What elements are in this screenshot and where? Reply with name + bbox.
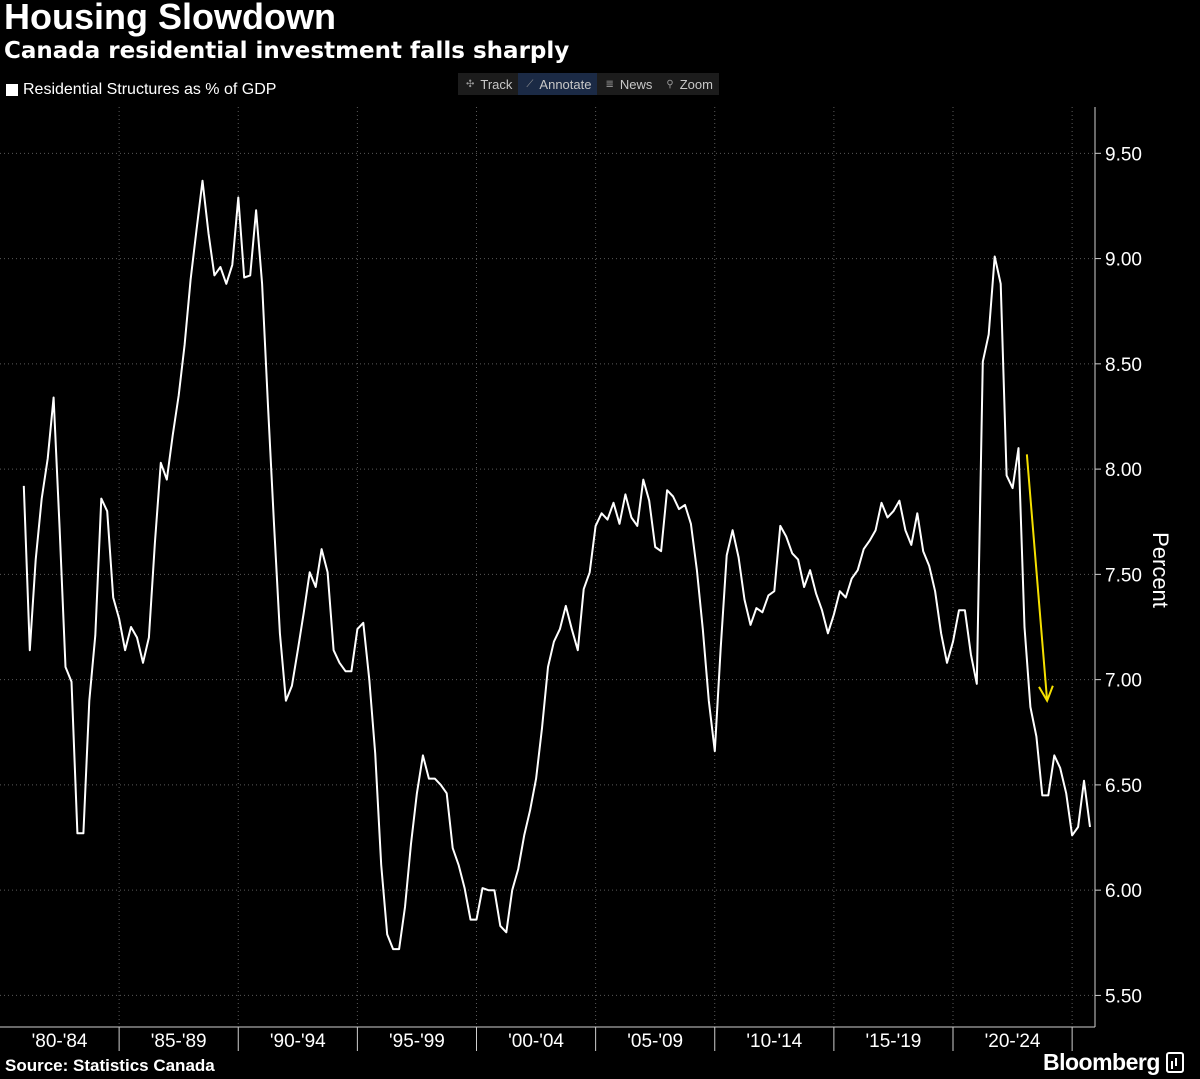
y-tick-label: 7.50: [1105, 565, 1142, 586]
series-layer: [22, 179, 1091, 951]
chart-subtitle: Canada residential investment falls shar…: [4, 38, 570, 64]
gridlines: [0, 107, 1095, 1027]
toolbar-news-label: News: [619, 76, 653, 92]
brand-name: Bloomberg: [1043, 1049, 1160, 1075]
source-note: Source: Statistics Canada: [5, 1056, 215, 1075]
y-tick-label: 8.50: [1105, 355, 1142, 376]
bloomberg-terminal-icon: [1165, 1052, 1184, 1073]
x-tick-label: '00-'04: [508, 1031, 564, 1052]
crosshair-icon: ✣: [466, 78, 475, 90]
y-tick-label: 8.00: [1105, 460, 1142, 481]
x-tick-label: '95-'99: [389, 1031, 445, 1052]
y-axis-label: Percent: [1148, 532, 1173, 608]
pencil-icon: ⟋: [526, 78, 534, 90]
y-tick-label: 6.00: [1105, 881, 1142, 902]
toolbar-annotate-button[interactable]: ⟋ Annotate: [518, 73, 598, 95]
x-tick-label: '10-'14: [746, 1031, 802, 1052]
toolbar-track-button[interactable]: ✣ Track: [458, 73, 518, 95]
axes: 5.50 6.00 6.50 7.00 7.50 8.00 8.50 9.00 9.50 '80-…: [0, 107, 1142, 1052]
toolbar-zoom-button[interactable]: ⚲ Zoom: [658, 73, 719, 95]
series-line: [22, 179, 1091, 951]
toolbar-annotate-label: Annotate: [539, 76, 592, 92]
annotation-arrow: [1025, 454, 1049, 701]
legend: Residential Structures as % of GDP: [6, 81, 276, 99]
news-icon: ≣: [605, 78, 614, 90]
brand-logo: Bloomberg: [1043, 1049, 1184, 1076]
toolbar-news-button[interactable]: ≣ News: [597, 73, 658, 95]
x-tick-label: '05-'09: [627, 1031, 683, 1052]
y-tick-label: 9.50: [1105, 144, 1142, 165]
y-tick-label: 5.50: [1105, 986, 1142, 1007]
y-tick-label: 7.00: [1105, 671, 1142, 692]
x-tick-label: '85-'89: [151, 1031, 207, 1052]
chart-toolbar: ✣ Track ⟋ Annotate ≣ News ⚲ Zoom: [458, 73, 719, 95]
legend-swatch: [6, 84, 18, 96]
x-tick-label: '20-'24: [985, 1031, 1041, 1052]
toolbar-zoom-label: Zoom: [679, 76, 713, 92]
x-tick-label: '15-'19: [866, 1031, 922, 1052]
chart-title: Housing Slowdown: [4, 0, 336, 37]
x-tick-label: '80-'84: [32, 1031, 88, 1052]
annotation-layer: [1025, 454, 1054, 703]
legend-label: Residential Structures as % of GDP: [23, 81, 277, 98]
annotation-arrowhead: [1038, 685, 1054, 703]
y-tick-label: 9.00: [1105, 250, 1142, 271]
y-tick-label: 6.50: [1105, 776, 1142, 797]
magnifier-icon: ⚲: [666, 78, 674, 90]
toolbar-track-label: Track: [480, 76, 513, 92]
x-tick-label: '90-'94: [270, 1031, 326, 1052]
